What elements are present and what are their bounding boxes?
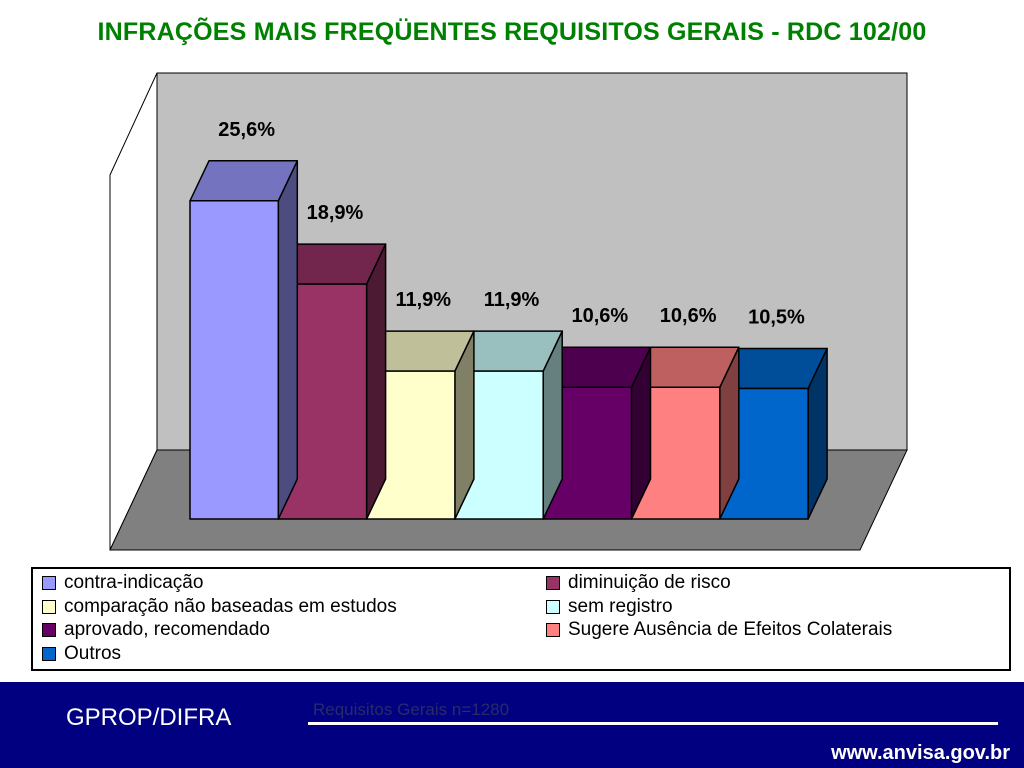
data-label: 25,6% (218, 119, 275, 141)
legend-label: aprovado, recomendado (64, 619, 270, 640)
bar-5 (542, 346, 652, 520)
bar-2 (277, 243, 387, 520)
bar-7 (719, 347, 828, 520)
data-label: 10,6% (571, 305, 628, 327)
legend-swatch (546, 599, 560, 614)
legend-swatch (42, 576, 56, 590)
bar-side-face (277, 160, 299, 520)
bar-chart-3d: 25,6% 18,9% 11,9% 11,9% 10,6% 10,6% 10,5% (109, 72, 908, 551)
legend-label: diminuição de risco (568, 572, 731, 593)
data-label: 11,9% (395, 289, 451, 311)
bar-side-face (365, 243, 387, 520)
legend-label: sem registro (568, 595, 673, 617)
footer-note: Requisitos Gerais n=1280 (313, 700, 510, 719)
legend-item: Outros (42, 643, 121, 665)
chart-legend: contra-indicação diminuição de risco compa… (31, 567, 1011, 671)
bar-group (189, 160, 828, 520)
legend-label: contra-indicação (64, 572, 204, 593)
data-label: 11,9% (484, 289, 540, 311)
legend-item: contra-indicação (42, 572, 203, 594)
footer-bar: GPROP/DIFRA Requisitos Gerais n=1280 www… (0, 682, 1024, 768)
legend-item: aprovado, recomendado (42, 619, 270, 641)
bar-top-face (189, 160, 299, 202)
bar-3 (365, 330, 475, 520)
bar-4 (454, 330, 563, 520)
legend-item: diminuição de risco (546, 572, 731, 594)
data-label: 10,6% (660, 305, 717, 327)
bar-front-face (189, 200, 280, 520)
footer-org: GPROP/DIFRA (66, 704, 232, 731)
legend-item: sem registro (546, 596, 673, 618)
legend-label: Outros (64, 642, 122, 664)
bar-6 (630, 346, 740, 520)
legend-swatch (546, 576, 560, 590)
legend-item: comparação não baseadas em estudos (42, 596, 397, 618)
legend-swatch (42, 599, 56, 614)
legend-swatch (42, 623, 56, 637)
footer-divider (308, 722, 998, 725)
footer-url: www.anvisa.gov.br (831, 742, 1010, 764)
legend-swatch (546, 623, 560, 637)
chart-title: INFRAÇÕES MAIS FREQÜENTES REQUISITOS GER… (97, 18, 927, 46)
legend-label: Sugere Ausência de Efeitos Colaterais (568, 619, 893, 640)
bar-1 (189, 160, 299, 520)
legend-swatch (42, 646, 56, 661)
data-label: 10,5% (748, 306, 805, 328)
legend-item: Sugere Ausência de Efeitos Colaterais (546, 619, 892, 641)
legend-label: comparação não baseadas em estudos (64, 595, 397, 617)
data-label: 18,9% (307, 202, 364, 224)
data-label-group: 25,6% 18,9% 11,9% 11,9% 10,6% 10,6% 10,5% (218, 119, 805, 329)
